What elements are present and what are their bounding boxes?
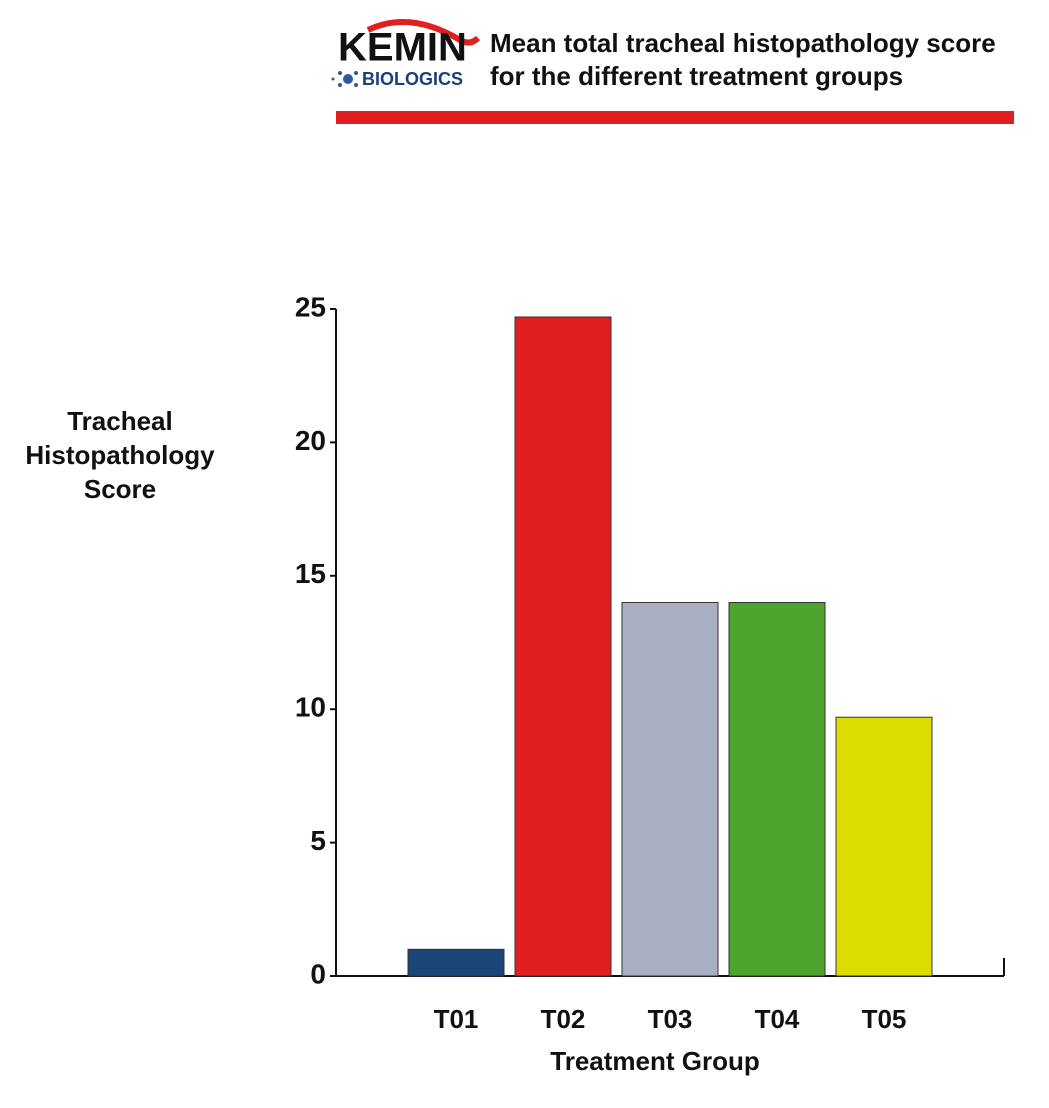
y-axis-label: Tracheal Histopathology Score [25, 406, 215, 504]
y-tick-label: 0 [310, 958, 326, 989]
x-tick-label: T01 [434, 1004, 479, 1034]
bar [514, 316, 612, 977]
x-tick-label: T05 [862, 1004, 907, 1034]
x-axis-label: Treatment Group [550, 1046, 759, 1076]
bar [621, 601, 719, 977]
bar [835, 716, 933, 977]
x-tick-label: T04 [755, 1004, 800, 1034]
logo-sub: BIOLOGICS [362, 69, 463, 89]
y-tick-label: 10 [295, 692, 326, 723]
chart-title: Mean total tracheal histopathology score… [490, 28, 996, 91]
header-band [336, 111, 1014, 124]
bar [407, 948, 505, 977]
logo-swoosh [366, 19, 481, 46]
y-tick-label: 15 [295, 558, 326, 589]
bar [728, 601, 826, 977]
y-tick-label: 20 [295, 425, 326, 456]
x-tick-label: T02 [541, 1004, 586, 1034]
y-tick-label: 25 [295, 291, 326, 322]
y-tick-label: 5 [310, 825, 326, 856]
logo-icon [331, 71, 358, 87]
x-tick-label: T03 [648, 1004, 693, 1034]
logo-name: KEMIN [338, 26, 467, 70]
